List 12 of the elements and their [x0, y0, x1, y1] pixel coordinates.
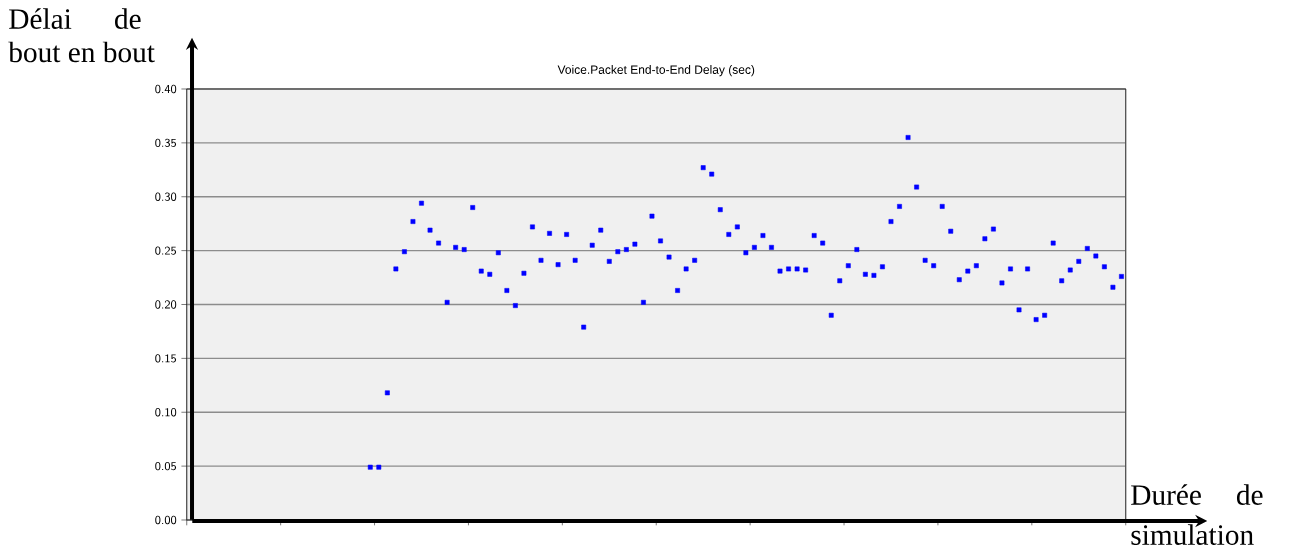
y-tick-label: 0.25 [155, 246, 177, 255]
y-tick-label: 0.35 [155, 138, 177, 148]
y-axis-title: Délai de bout en bout [8, 8, 155, 63]
y-tick-label: 0.40 [155, 84, 177, 94]
y-tick-label: 0.30 [155, 192, 177, 201]
y-tick-label: 0.05 [155, 461, 177, 471]
y-tick-label: 0.20 [155, 300, 177, 309]
y-tick-label: 0.15 [155, 354, 177, 363]
x-axis-title: Durée de simulation [1131, 484, 1263, 545]
y-tick-label: 0.00 [155, 515, 177, 525]
y-tick-label: 0.10 [155, 408, 177, 417]
chart-title: Voice.Packet End-to-End Delay (sec) [557, 65, 755, 77]
